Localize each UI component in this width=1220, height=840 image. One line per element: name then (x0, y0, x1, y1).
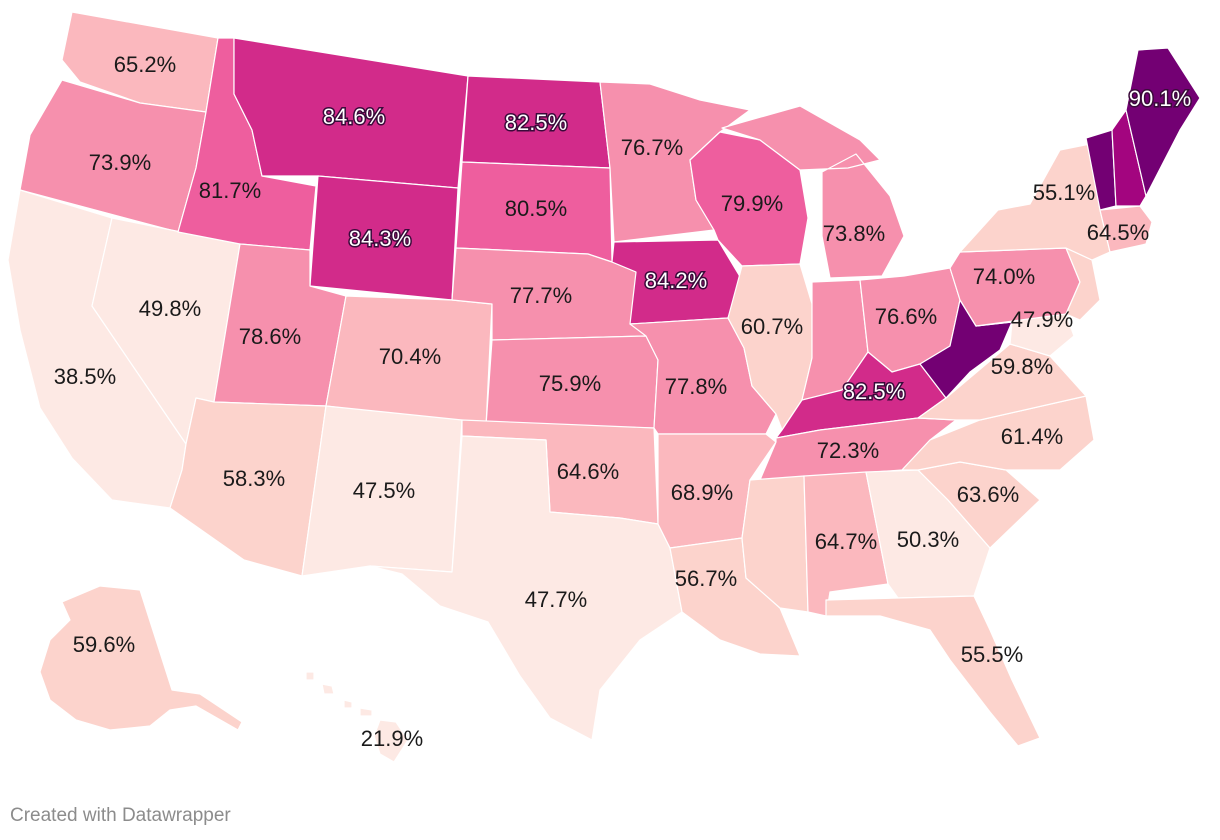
value-label-me: 90.1% (1129, 86, 1191, 111)
value-label-ok: 64.6% (557, 459, 619, 484)
state-alaska[interactable] (39, 585, 243, 731)
value-label-sd: 80.5% (505, 196, 567, 221)
value-label-va: 59.8% (991, 354, 1053, 379)
value-label-co: 70.4% (379, 344, 441, 369)
state-florida[interactable] (825, 595, 1041, 747)
value-label-il: 60.7% (741, 314, 803, 339)
value-label-nm: 47.5% (353, 478, 415, 503)
value-label-fl: 55.5% (961, 642, 1023, 667)
state-colorado[interactable] (325, 295, 493, 427)
state-north-carolina[interactable] (901, 395, 1095, 471)
value-label-or: 73.9% (89, 150, 151, 175)
value-label-ny: 55.1% (1033, 180, 1095, 205)
value-label-mo: 77.8% (665, 374, 727, 399)
value-label-ut: 78.6% (239, 324, 301, 349)
value-label-oh: 76.6% (875, 304, 937, 329)
value-label-nd: 82.5% (505, 110, 567, 135)
value-label-mi: 73.8% (823, 221, 885, 246)
value-label-az: 58.3% (223, 466, 285, 491)
value-label-wy: 84.3% (349, 226, 411, 251)
value-label-tn: 72.3% (817, 438, 879, 463)
state-maine[interactable] (1125, 47, 1201, 197)
state-new-hampshire[interactable] (1111, 109, 1147, 207)
value-label-ar: 68.9% (671, 480, 733, 505)
value-label-ia: 84.2% (645, 268, 707, 293)
value-label-al: 64.7% (815, 529, 877, 554)
value-label-md: 47.9% (1011, 307, 1073, 332)
value-label-sc: 63.6% (957, 482, 1019, 507)
datawrapper-credit: Created with Datawrapper (10, 805, 231, 826)
value-label-ga: 50.3% (897, 527, 959, 552)
value-label-mt: 84.6% (323, 104, 385, 129)
value-label-wi: 79.9% (721, 191, 783, 216)
value-label-la: 56.7% (675, 566, 737, 591)
value-label-mn: 76.7% (621, 135, 683, 160)
state-virginia[interactable] (917, 343, 1087, 421)
value-label-ks: 75.9% (539, 371, 601, 396)
value-label-ky: 82.5% (843, 379, 905, 404)
value-label-pa: 74.0% (973, 264, 1035, 289)
value-label-ma: 64.5% (1087, 220, 1149, 245)
state-michigan[interactable] (721, 105, 905, 279)
value-label-ne: 77.7% (510, 283, 572, 308)
value-label-nv: 49.8% (139, 296, 201, 321)
value-label-ak: 59.6% (73, 632, 135, 657)
value-label-tx: 47.7% (525, 587, 587, 612)
value-label-hi: 21.9% (361, 726, 423, 751)
state-massachusetts[interactable] (1099, 205, 1153, 253)
value-label-ca: 38.5% (54, 364, 116, 389)
value-label-nc: 61.4% (1001, 424, 1063, 449)
state-texas[interactable] (369, 435, 683, 741)
value-label-wa: 65.2% (114, 52, 176, 77)
value-label-id: 81.7% (199, 178, 261, 203)
state-hawaii[interactable] (305, 671, 409, 763)
